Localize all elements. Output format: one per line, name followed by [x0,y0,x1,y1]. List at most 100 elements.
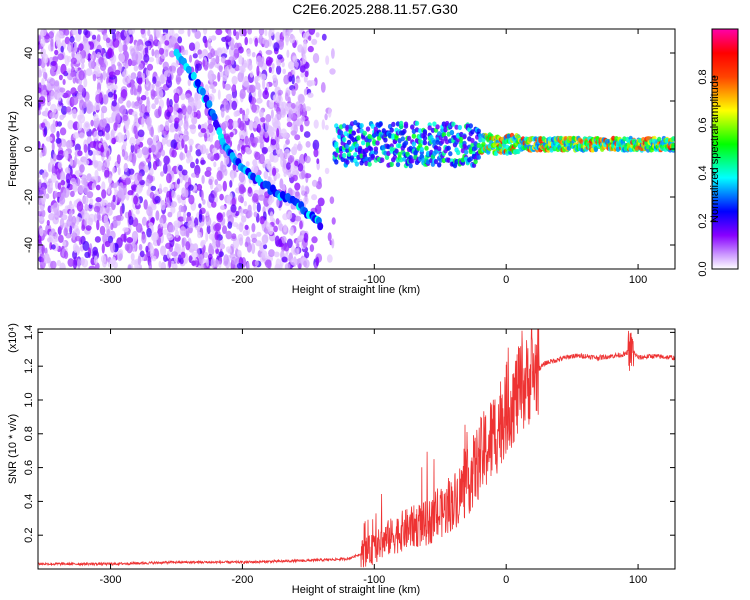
heatmap-cell [259,244,264,252]
heatmap-cell [92,246,98,256]
heatmap-cell [41,194,45,205]
heatmap-cell [593,146,599,153]
heatmap-cell [232,120,239,129]
heatmap-cell [188,184,194,191]
heatmap-cell [105,225,111,237]
heatmap-cell [456,149,461,156]
heatmap-cell [254,116,259,125]
heatmap-cell [303,131,311,138]
heatmap-cell [81,177,89,186]
heatmap-cell [50,172,57,183]
heatmap-cell [43,126,48,137]
heatmap-cell [215,29,223,36]
heatmap-cell [77,29,82,35]
heatmap-cell [104,240,111,248]
heatmap-cell [246,49,252,57]
heatmap-cell [96,34,101,43]
heatmap-cell [389,161,394,167]
heatmap-cell [373,146,379,152]
heatmap-cell [470,137,475,144]
heatmap-cell [282,184,286,192]
heatmap-cell [302,103,306,113]
heatmap-cell [373,126,379,132]
heatmap-cell [65,90,71,98]
x-tick-label: -300 [100,574,122,586]
heatmap-cell [233,48,239,58]
heatmap-cell [296,108,301,119]
heatmap-cell [56,65,62,75]
heatmap-cell [148,57,155,63]
heatmap-cell [334,152,339,158]
heatmap-cell [481,141,486,147]
heatmap-cell [290,257,298,266]
heatmap-cell [218,251,224,257]
heatmap-cell [59,217,65,228]
heatmap-cell [205,231,209,242]
heatmap-cell [184,144,188,154]
heatmap-cell [267,259,272,269]
heatmap-cell [297,163,304,172]
heatmap-cell [149,167,154,176]
heatmap-cell [131,184,138,191]
heatmap-cell [118,96,124,104]
heatmap-cell [38,96,46,104]
heatmap-cell [70,177,77,185]
y-tick-label: 0.8 [23,426,35,441]
heatmap-cell [166,69,171,78]
heatmap-cell [206,166,212,173]
heatmap-cell [174,229,180,238]
heatmap-cell [124,62,129,69]
heatmap-cell [187,220,195,229]
heatmap-cell [233,110,239,117]
heatmap-cell [243,80,250,88]
heatmap-cell [180,93,186,101]
heatmap-cell [42,89,47,98]
heatmap-cell [143,53,150,63]
heatmap-cell [251,52,256,58]
heatmap-cell [463,149,469,155]
heatmap-cell [126,34,130,44]
heatmap-cell [55,40,62,48]
heatmap-cell [199,87,206,96]
heatmap-cell [435,124,440,130]
heatmap-cell [303,232,309,243]
heatmap-cell [222,180,227,192]
heatmap-cell [281,109,286,116]
heatmap-cell [671,136,675,142]
heatmap-cell [118,253,123,260]
heatmap-cell [282,29,286,37]
heatmap-cell [448,151,453,157]
heatmap-cell [275,198,280,208]
heatmap-cell [77,120,83,131]
heatmap-cell [231,100,238,111]
heatmap-cell [265,222,271,230]
heatmap-cell [451,121,456,127]
heatmap-cell [59,127,67,136]
heatmap-cell [91,34,97,40]
heatmap-cell [468,156,473,162]
heatmap-cell [312,53,320,64]
heatmap-cell [104,158,110,168]
heatmap-cell [254,260,259,267]
heatmap-cell [154,195,161,204]
heatmap-cell [248,37,253,45]
heatmap-cell [177,36,183,44]
heatmap-cell [159,217,164,224]
heatmap-cell [173,88,180,95]
heatmap-cell [132,156,136,167]
heatmap-cell [244,135,249,145]
heatmap-cell [222,121,230,128]
heatmap-cell [245,161,250,167]
heatmap-cell [195,225,200,231]
heatmap-cell [196,183,203,191]
heatmap-cell [362,130,367,136]
heatmap-cell [160,261,166,269]
heatmap-cell [93,130,99,142]
heatmap-cell [50,89,55,100]
heatmap-cell [90,105,96,113]
y-tick-label: 20 [23,95,35,107]
heatmap-cell [137,57,142,65]
heatmap-cell [128,29,136,35]
heatmap-cell [113,122,118,132]
